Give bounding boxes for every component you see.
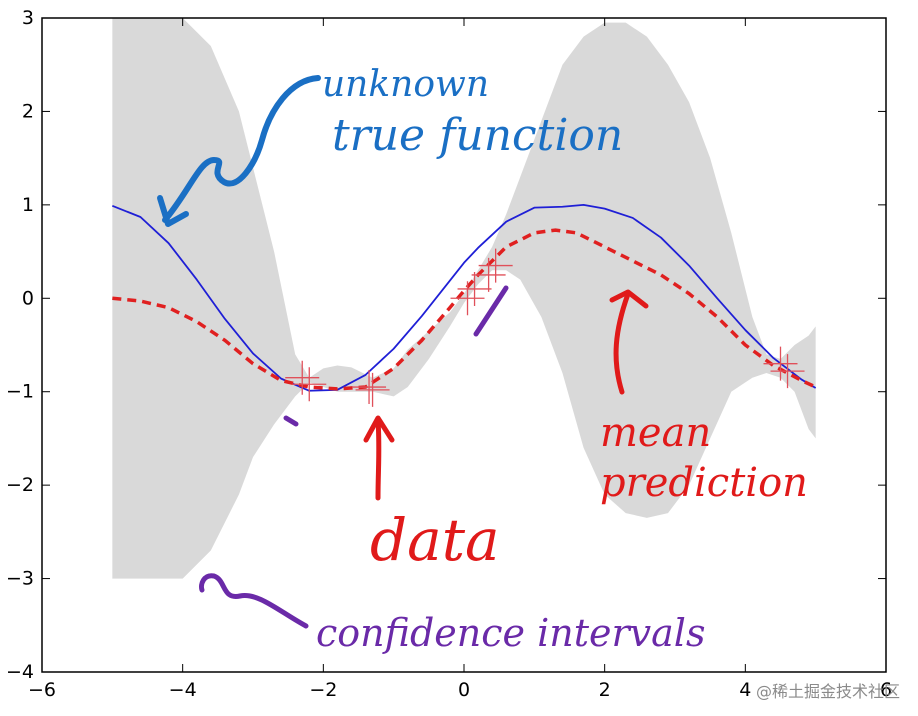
label-unknown: unknown [322,64,489,105]
red-arrowhead-mean [609,289,649,309]
purple-tick-2 [473,285,509,337]
label-prediction: prediction [600,460,808,506]
purple-arrow [199,573,309,629]
red-arrow-mean [613,291,631,395]
y-tick-label: −3 [6,568,34,590]
y-tick-label: −4 [6,661,34,683]
y-tick-label: −1 [6,381,34,403]
y-tick-label: −2 [6,474,34,496]
label-data: data [370,506,500,574]
data-point [471,257,506,292]
x-tick-label: 6 [880,679,892,701]
y-tick-label: 2 [22,100,34,122]
y-tick-label: 0 [22,287,34,309]
data-point [352,370,387,405]
label-true-function: true function [332,110,623,161]
data-points-layer [285,248,805,407]
blue-arrowhead [157,195,189,227]
mean-prediction-line [112,228,817,391]
red-arrow-data [375,417,382,501]
data-point [292,367,327,402]
data-point [450,281,485,316]
red-arrowhead-data [363,415,395,443]
x-tick-label: −2 [309,679,337,701]
tick-layer [41,17,887,673]
label-confidence-intervals: confidence intervals [316,611,705,655]
label-mean: mean [600,410,711,456]
x-tick-label: 4 [739,679,751,701]
data-point [355,372,390,407]
blue-arrow [162,75,321,223]
purple-tick-1 [283,415,299,427]
data-point [285,360,320,395]
x-tick-label: −6 [28,679,56,701]
x-tick-label: −4 [169,679,197,701]
data-point [457,271,492,306]
y-tick-label: 3 [22,7,34,29]
y-tick-label: 1 [22,194,34,216]
data-point [763,346,798,381]
x-tick-label: 0 [458,679,470,701]
x-tick-label: 2 [599,679,611,701]
true-function-line [112,203,817,392]
series-layer [112,203,817,392]
watermark: @稀土掘金技术社区 [755,682,900,701]
data-point [478,248,513,283]
data-point [770,354,805,389]
